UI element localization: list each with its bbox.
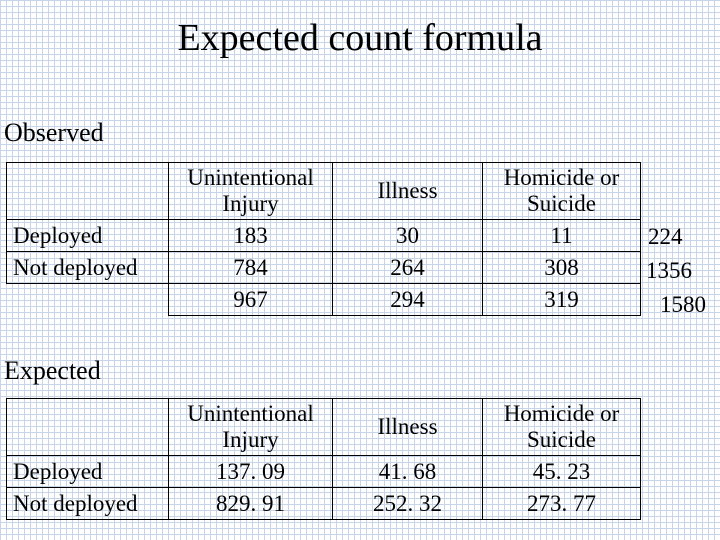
col-total: 319 [483,284,641,316]
observed-heading: Observed [4,118,104,148]
header-col-unintentional: Unintentional Injury [169,399,333,456]
row-label-not-deployed: Not deployed [7,252,169,284]
table-row: Not deployed 829. 91 252. 32 273. 77 [7,488,641,520]
row-total-deployed: 224 [648,224,683,250]
cell: 183 [169,220,333,252]
col-total: 294 [333,284,483,316]
cell: 264 [333,252,483,284]
table-row: Deployed 183 30 11 [7,220,641,252]
row-total-not-deployed: 1356 [646,258,692,284]
header-col-unintentional: Unintentional Injury [169,163,333,220]
cell: 30 [333,220,483,252]
observed-table: Unintentional Injury Illness Homicide or… [6,162,641,316]
table-row: Deployed 137. 09 41. 68 45. 23 [7,456,641,488]
table-row: Not deployed 784 264 308 [7,252,641,284]
header-col-illness: Illness [333,399,483,456]
cell: 829. 91 [169,488,333,520]
header-col-homicide: Homicide or Suicide [483,399,641,456]
cell: 273. 77 [483,488,641,520]
row-label-deployed: Deployed [7,220,169,252]
page-title: Expected count formula [0,0,720,60]
cell: 137. 09 [169,456,333,488]
grand-total: 1580 [660,292,706,318]
cell: 11 [483,220,641,252]
table-row-totals: 967 294 319 [7,284,641,316]
table-header-row: Unintentional Injury Illness Homicide or… [7,163,641,220]
expected-table: Unintentional Injury Illness Homicide or… [6,398,641,520]
table-header-row: Unintentional Injury Illness Homicide or… [7,399,641,456]
totals-blank [7,284,169,316]
header-blank [7,163,169,220]
col-total: 967 [169,284,333,316]
header-blank [7,399,169,456]
cell: 252. 32 [333,488,483,520]
cell: 45. 23 [483,456,641,488]
expected-heading: Expected [4,356,101,386]
header-col-illness: Illness [333,163,483,220]
header-col-homicide: Homicide or Suicide [483,163,641,220]
row-label-not-deployed: Not deployed [7,488,169,520]
cell: 308 [483,252,641,284]
cell: 41. 68 [333,456,483,488]
cell: 784 [169,252,333,284]
row-label-deployed: Deployed [7,456,169,488]
